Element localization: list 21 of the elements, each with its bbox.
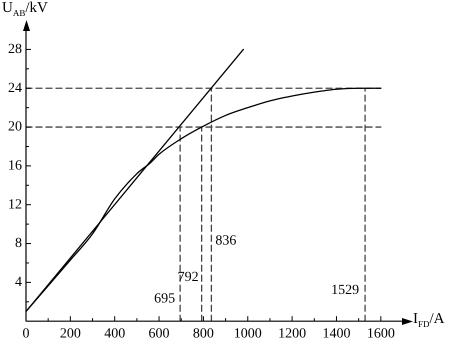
y-axis-title: U$_{AB}$/kV xyxy=(2,0,48,18)
y-tick-label: 24 xyxy=(8,80,22,96)
y-tick-label: 4 xyxy=(15,275,22,290)
annotation: 1529 xyxy=(331,282,360,298)
annotation: 695 xyxy=(154,292,176,307)
x-tick-label: 800 xyxy=(192,326,214,342)
x-tick-label: 600 xyxy=(148,326,170,342)
y-tick-label: 8 xyxy=(15,236,22,252)
x-axis-title: I$_{FD}$/A xyxy=(413,311,445,330)
x-tick-label: 1400 xyxy=(322,326,350,342)
x-tick-label: 400 xyxy=(104,326,126,342)
x-tick-label: 0 xyxy=(22,326,30,342)
x-tick-label: 200 xyxy=(60,326,81,342)
x-tick-label: 1600 xyxy=(366,326,395,342)
x-tick-label: 1200 xyxy=(278,326,306,342)
annotation: 836 xyxy=(215,233,236,248)
y-tick-label: 28 xyxy=(8,42,22,58)
x-tick-label: 1000 xyxy=(234,326,262,342)
y-tick-label: 16 xyxy=(8,158,22,174)
y-tick-label: 20 xyxy=(8,120,22,135)
y-tick-label: 12 xyxy=(8,197,22,212)
